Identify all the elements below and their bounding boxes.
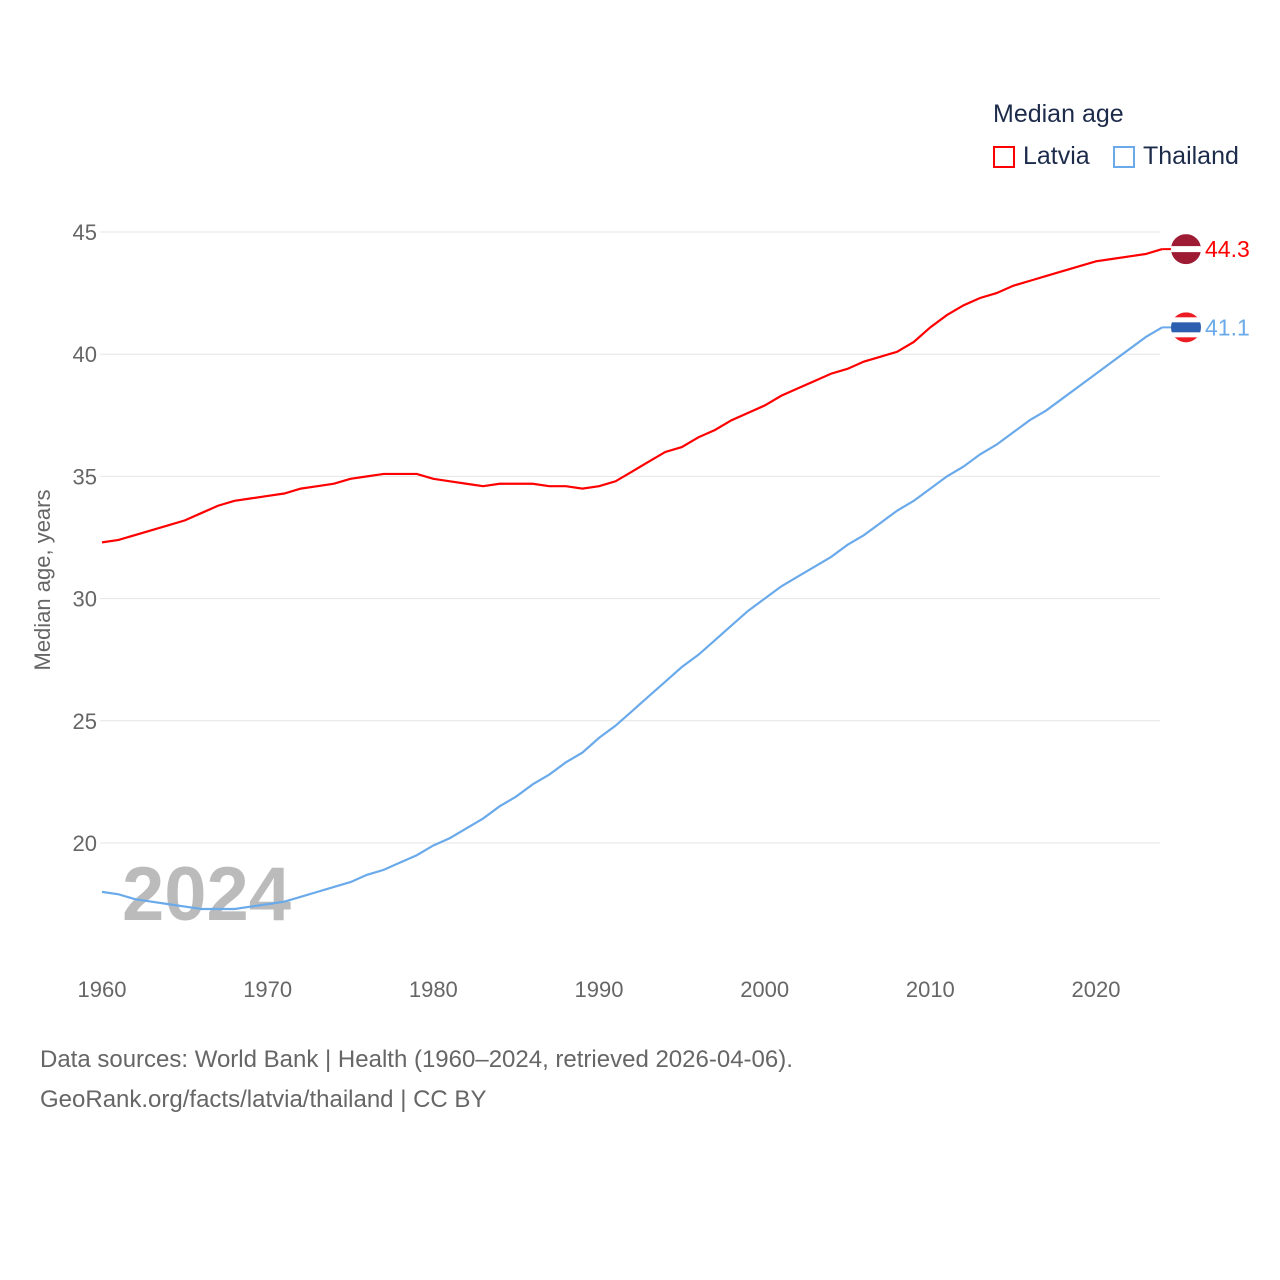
- y-tick-label: 20: [73, 831, 97, 856]
- y-tick-label: 25: [73, 709, 97, 734]
- x-tick-label: 1970: [243, 977, 292, 1002]
- legend-swatch: [1113, 145, 1135, 168]
- y-axis-label: Median age, years: [30, 490, 55, 671]
- source-line: Data sources: World Bank | Health (1960–…: [40, 1046, 793, 1073]
- y-tick-label: 40: [73, 342, 97, 367]
- x-tick-label: 2010: [906, 977, 955, 1002]
- thailand-flag-icon: [1171, 312, 1201, 343]
- latvia-flag-icon: [1171, 234, 1201, 265]
- x-tick-label: 2020: [1072, 977, 1121, 1002]
- y-tick-label: 35: [73, 464, 97, 489]
- series-line-latvia: [101, 248, 1163, 544]
- legend-item-thailand[interactable]: Thailand: [1113, 142, 1239, 171]
- legend-label: Thailand: [1143, 142, 1239, 170]
- legend-title: Median age: [993, 100, 1124, 128]
- legend-item-latvia[interactable]: Latvia: [993, 142, 1090, 171]
- end-value-label: 41.1: [1205, 314, 1250, 340]
- y-tick-label: 30: [73, 587, 97, 612]
- legend-label: Latvia: [1023, 142, 1090, 170]
- series-line-thailand: [101, 326, 1163, 911]
- x-tick-label: 1980: [409, 977, 458, 1002]
- x-tick-label: 1990: [575, 977, 624, 1002]
- attribution-line[interactable]: GeoRank.org/facts/latvia/thailand | CC B…: [40, 1086, 487, 1113]
- x-tick-label: 2000: [740, 977, 789, 1002]
- y-tick-label: 45: [73, 220, 97, 245]
- legend-swatch: [993, 145, 1015, 168]
- x-tick-label: 1960: [78, 977, 127, 1002]
- end-value-label: 44.3: [1205, 236, 1250, 262]
- year-watermark: 2024: [122, 852, 291, 937]
